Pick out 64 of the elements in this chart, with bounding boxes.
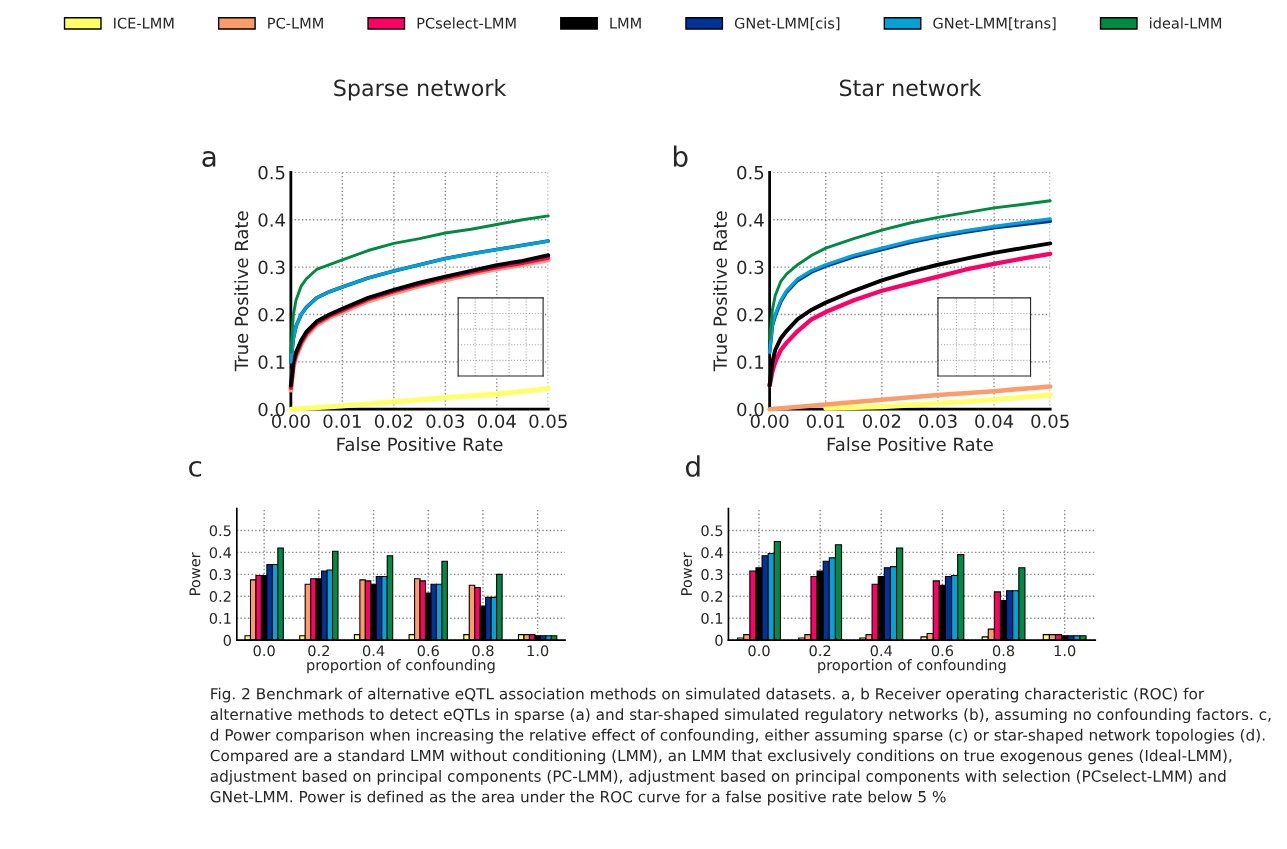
y-axis-title: Power	[189, 552, 201, 595]
x-tick-label: 0.04	[975, 414, 1014, 429]
y-tick-label: 0.4	[701, 547, 723, 559]
x-tick-label: 0.4	[362, 645, 385, 657]
caption: Fig. 2 Benchmark of alternative eQTL association methods on simulated datasets. a, b Receiver operating characteristic (ROC) for alternative methods to detect eQTLs in sparse (a) and star-shaped simulated regulatory networks (b), assuming no confounding factors. c, d Power comparison when increasing the relative effect of confounding, either assuming sparse (c) or star-shaped network topologies (d). Compared are a standard LMM without conditioning (LMM), an LMM that exclusively conditions on true exogenous genes (Ideal-LMM), adjustment based on principal components (PC-LMM), adjustment based on principal components with selection (PCselect-LMM) and GNet-LMM. Power is defined as the area under the ROC curve for a false positive rate below 5 %	[210, 687, 1271, 806]
legend-label: GNet-LMM[trans]	[933, 17, 1056, 31]
y-tick-label: 0.5	[701, 525, 723, 537]
x-tick-label: 0.03	[426, 414, 464, 429]
x-tick-label: 0.03	[919, 414, 957, 429]
chart-title: Sparse network	[334, 79, 507, 101]
x-axis-title: False Positive Rate	[827, 437, 993, 452]
x-tick-label: 0.8	[992, 645, 1015, 657]
y-tick-label: 0.2	[701, 591, 723, 603]
x-axis-title: proportion of confounding	[307, 659, 495, 674]
y-tick-label: 0.1	[258, 355, 285, 369]
x-tick-label: 1.0	[1054, 645, 1076, 657]
y-tick-label: 0.3	[701, 569, 723, 581]
y-axis-title: True Positive Rate	[713, 211, 727, 372]
legend-label: GNet-LMM[cis]	[734, 17, 840, 31]
y-tick-label: 0.2	[209, 591, 231, 603]
y-axis-title: Power	[681, 552, 693, 595]
text: a	[202, 151, 216, 167]
legend-label: PCselect-LMM	[417, 17, 516, 29]
legend-label: ICE-LMM	[114, 17, 174, 29]
y-axis-title: True Positive Rate	[234, 211, 249, 372]
x-tick-label: 0.02	[862, 414, 901, 429]
x-tick-label: 0.05	[529, 414, 567, 429]
y-tick-label: 0.1	[701, 612, 723, 624]
y-tick-label: 0.1	[737, 355, 764, 369]
x-tick-label: 0.05	[1031, 414, 1069, 429]
x-tick-label: 1.0	[527, 645, 549, 657]
text: c	[189, 460, 202, 477]
x-axis-title: proportion of confounding	[818, 659, 1006, 674]
y-tick-label: 0.4	[209, 547, 232, 559]
x-tick-label: 0.01	[323, 414, 361, 429]
y-tick-label: 0	[223, 634, 231, 646]
x-tick-label: 0.04	[477, 414, 516, 429]
x-tick-label: 0.8	[472, 645, 494, 657]
y-tick-label: 0.3	[209, 569, 231, 581]
y-tick-label: 0.1	[209, 612, 231, 624]
y-tick-label: 0.3	[258, 260, 285, 275]
x-tick-label: 0.2	[308, 645, 329, 657]
x-tick-label: 0.01	[806, 414, 845, 429]
y-tick-label: 0.4	[258, 213, 285, 227]
text: b	[673, 145, 688, 167]
x-tick-label: 0.4	[870, 645, 893, 657]
y-tick-label: 0.2	[737, 307, 763, 322]
x-tick-label: 0.6	[931, 645, 954, 657]
y-tick-label: 0.3	[737, 260, 764, 275]
x-tick-label: 0.02	[374, 414, 413, 429]
y-tick-label: 0.4	[737, 213, 764, 227]
x-tick-label: 0.2	[809, 645, 831, 657]
y-tick-label: 0.5	[258, 165, 285, 180]
y-tick-label: 0.5	[737, 165, 764, 180]
x-tick-label: 0.6	[417, 645, 439, 657]
legend-label: ideal-LMM	[1150, 17, 1222, 29]
chart-title: Star network	[839, 79, 982, 97]
legend-label: PC-LMM	[268, 17, 323, 29]
y-tick-label: 0	[715, 634, 723, 646]
y-tick-label: 0.5	[209, 525, 231, 537]
text: d	[685, 455, 700, 477]
y-tick-label: 0.2	[258, 307, 285, 322]
x-axis-title: False Positive Rate	[337, 437, 503, 452]
legend-label: LMM	[610, 17, 641, 29]
